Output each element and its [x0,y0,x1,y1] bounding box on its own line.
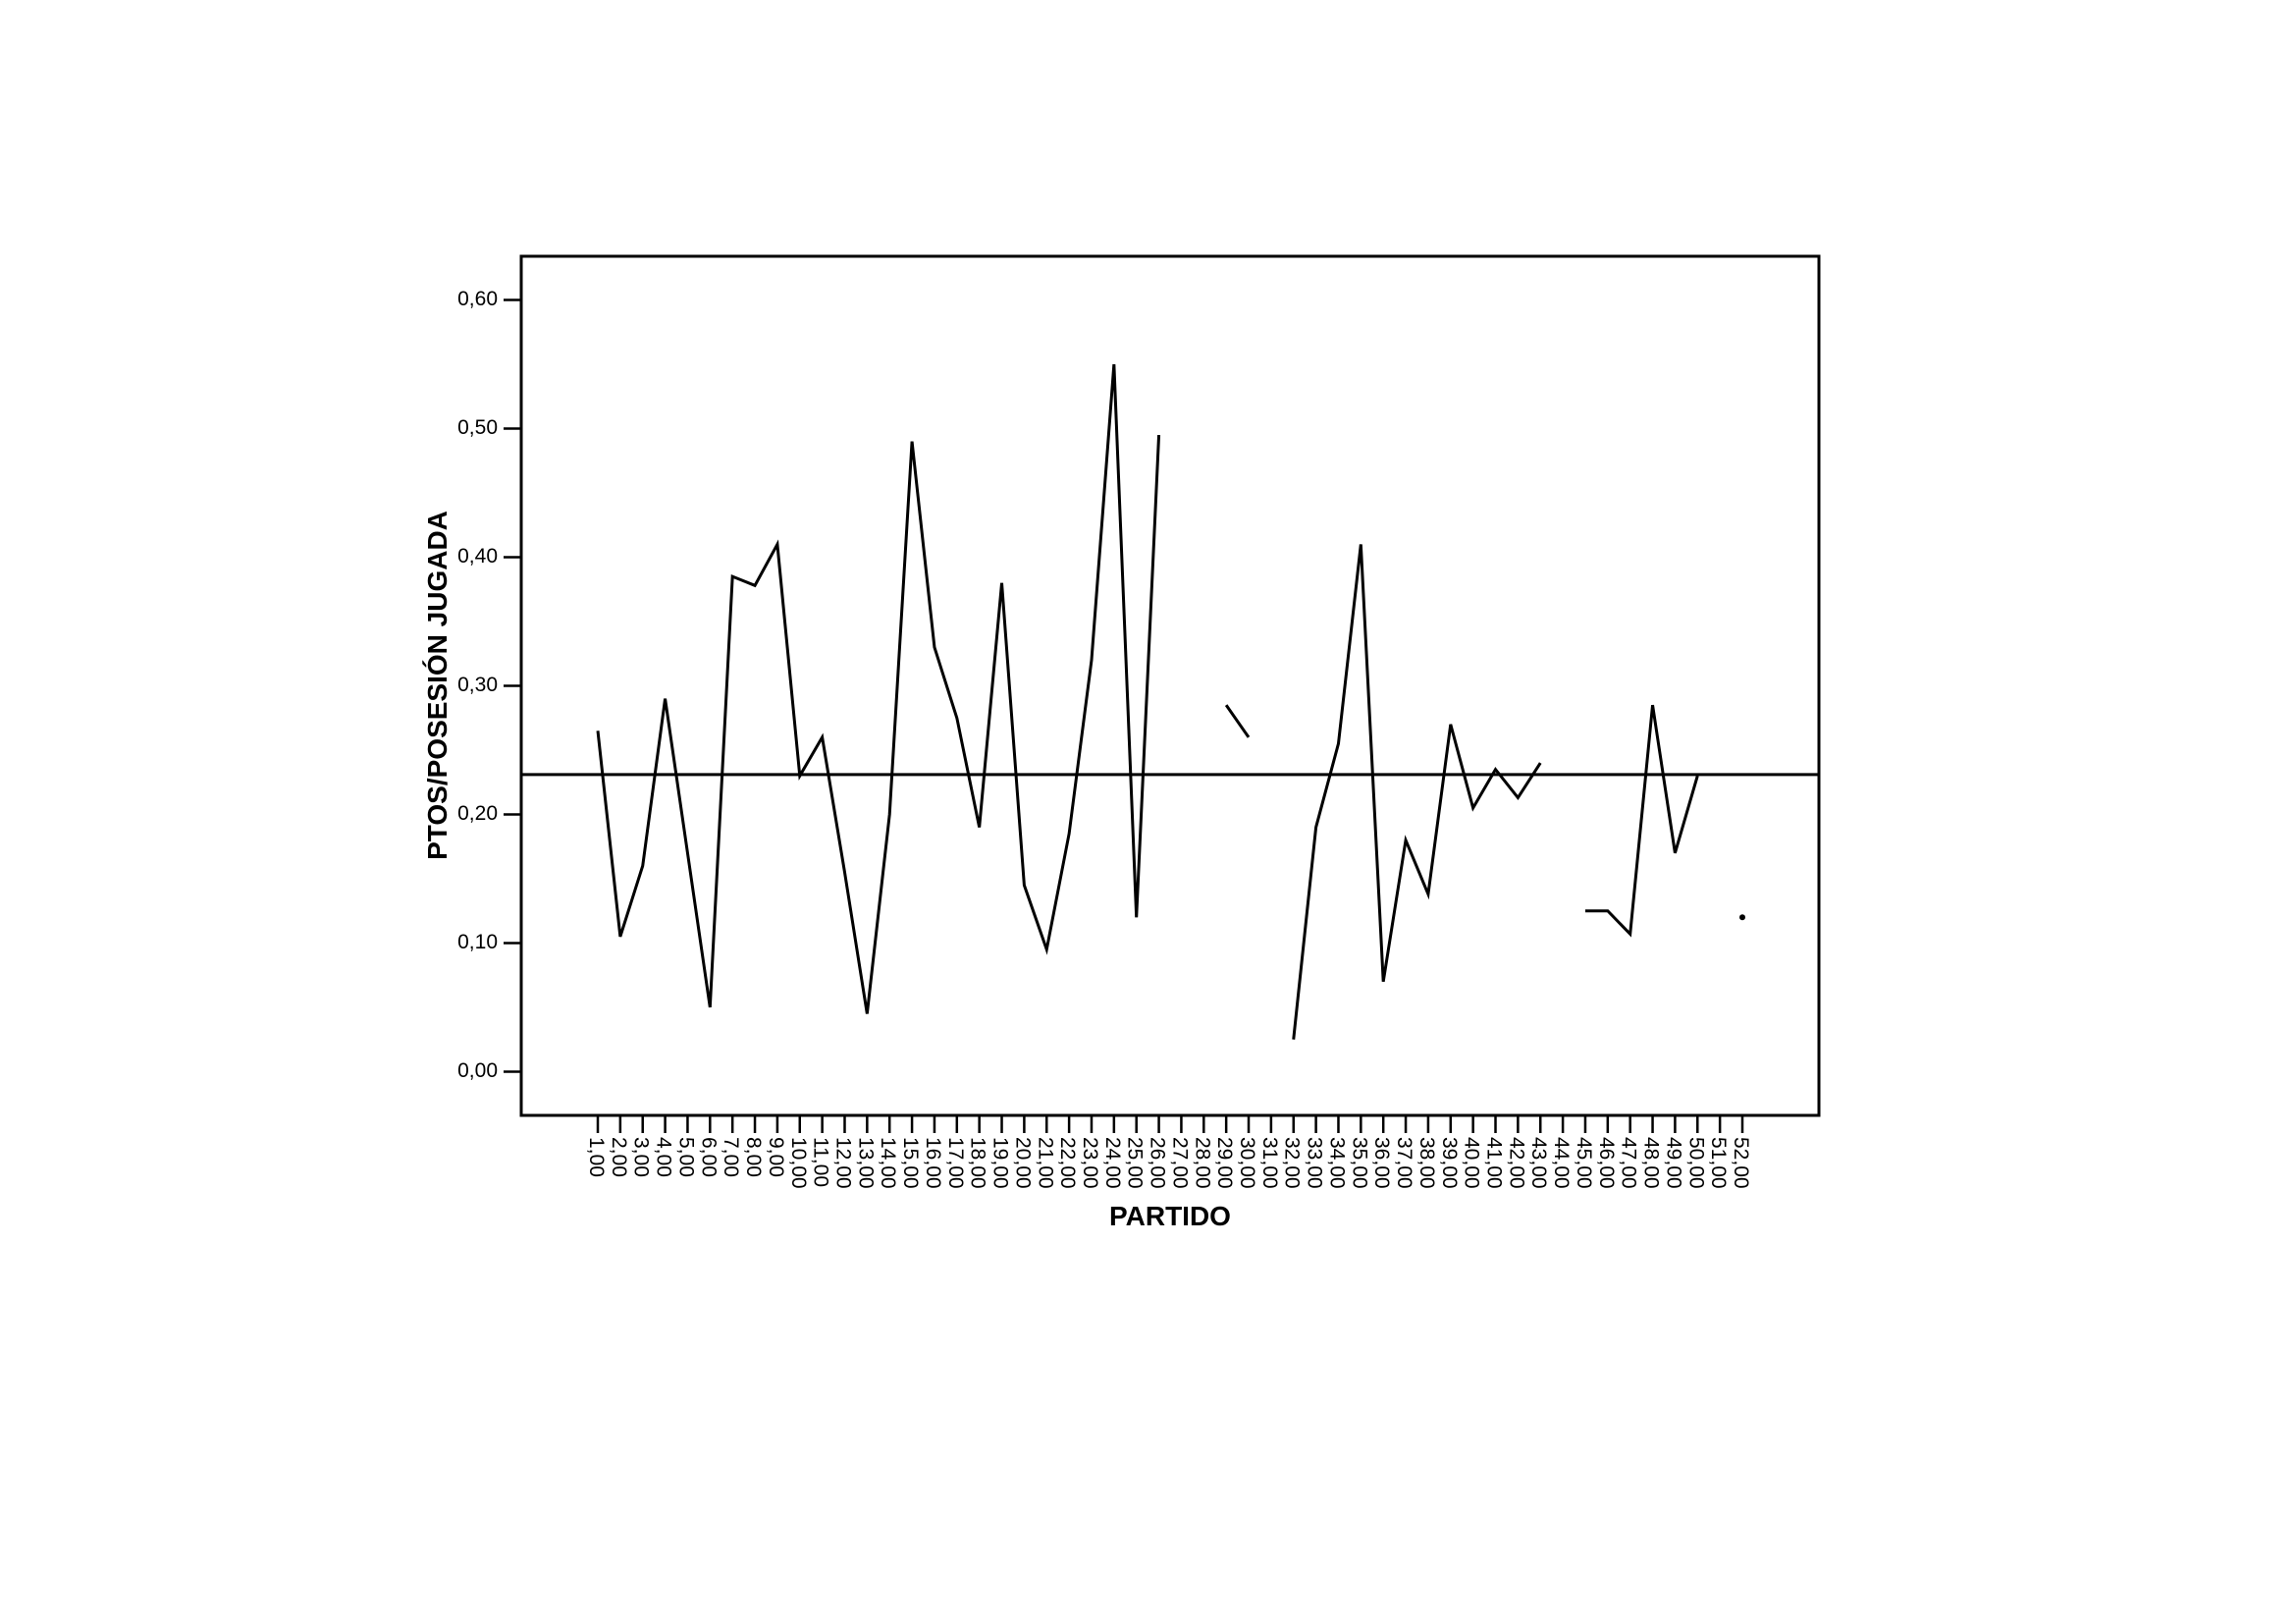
x-tick-label: 2,00 [608,1137,630,1177]
x-tick-label: 3,00 [630,1137,653,1177]
y-tick-label: 0,60 [457,288,498,310]
x-tick-label: 41,00 [1483,1137,1506,1189]
x-tick-label: 31,00 [1258,1137,1281,1189]
x-tick-label: 27,00 [1168,1137,1191,1189]
x-tick-label: 29,00 [1213,1137,1236,1189]
x-tick-label: 28,00 [1191,1137,1213,1189]
x-tick-label: 12,00 [831,1137,854,1189]
x-tick-label: 37,00 [1393,1137,1415,1189]
x-tick-label: 17,00 [944,1137,967,1189]
x-tick-label: 44,00 [1550,1137,1573,1189]
x-tick-label: 18,00 [967,1137,989,1189]
x-tick-label: 47,00 [1618,1137,1640,1189]
x-tick-label: 30,00 [1236,1137,1258,1189]
x-tick-label: 48,00 [1640,1137,1663,1189]
x-tick-label: 11,00 [810,1137,832,1187]
y-tick-label: 0,40 [457,545,498,568]
y-tick-label: 0,10 [457,931,498,953]
x-tick-label: 20,00 [1011,1137,1034,1189]
x-tick-label: 6,00 [697,1137,720,1177]
y-tick-label: 0,30 [457,674,498,696]
x-tick-label: 38,00 [1415,1137,1438,1189]
y-tick-label: 0,00 [457,1059,498,1082]
x-tick-label: 42,00 [1505,1137,1527,1189]
x-tick-label: 10,00 [787,1137,810,1189]
x-tick-label: 13,00 [854,1137,877,1189]
x-tick-label: 22,00 [1056,1137,1079,1189]
x-tick-label: 14,00 [877,1137,899,1189]
x-tick-label: 24,00 [1101,1137,1124,1189]
x-tick-label: 19,00 [989,1137,1012,1189]
x-axis-label: PARTIDO [1109,1201,1231,1231]
x-tick-label: 52,00 [1730,1137,1752,1189]
x-tick-label: 25,00 [1124,1137,1147,1189]
x-tick-label: 49,00 [1662,1137,1684,1189]
x-tick-label: 23,00 [1079,1137,1101,1189]
x-tick-label: 4,00 [653,1137,675,1177]
x-tick-label: 36,00 [1370,1137,1393,1189]
x-tick-label: 50,00 [1684,1137,1707,1189]
x-tick-label: 51,00 [1707,1137,1730,1189]
x-tick-label: 21,00 [1034,1137,1056,1189]
y-tick-label: 0,50 [457,416,498,439]
x-tick-label: 43,00 [1527,1137,1550,1189]
x-tick-label: 1,00 [585,1137,608,1177]
x-tick-label: 7,00 [720,1137,742,1177]
x-tick-label: 8,00 [742,1137,765,1177]
isolated-point [1739,914,1745,921]
x-tick-label: 40,00 [1461,1137,1483,1189]
x-tick-label: 39,00 [1438,1137,1461,1189]
data-line [598,364,1742,1040]
plot-frame [519,254,1821,1117]
x-tick-label: 15,00 [899,1137,922,1189]
y-tick-label: 0,20 [457,802,498,825]
x-tick-label: 16,00 [922,1137,944,1189]
x-tick-label: 26,00 [1147,1137,1169,1189]
x-tick-label: 34,00 [1325,1137,1348,1189]
x-tick-label: 46,00 [1595,1137,1618,1189]
x-tick-label: 9,00 [765,1137,787,1177]
x-tick-label: 5,00 [674,1137,697,1177]
x-tick-label: 32,00 [1281,1137,1304,1189]
y-axis-label: PTOS/POSESIÓN JUGADA [422,511,453,860]
x-tick-label: 33,00 [1304,1137,1326,1189]
x-tick-label: 45,00 [1573,1137,1595,1189]
x-tick-label: 35,00 [1348,1137,1370,1189]
